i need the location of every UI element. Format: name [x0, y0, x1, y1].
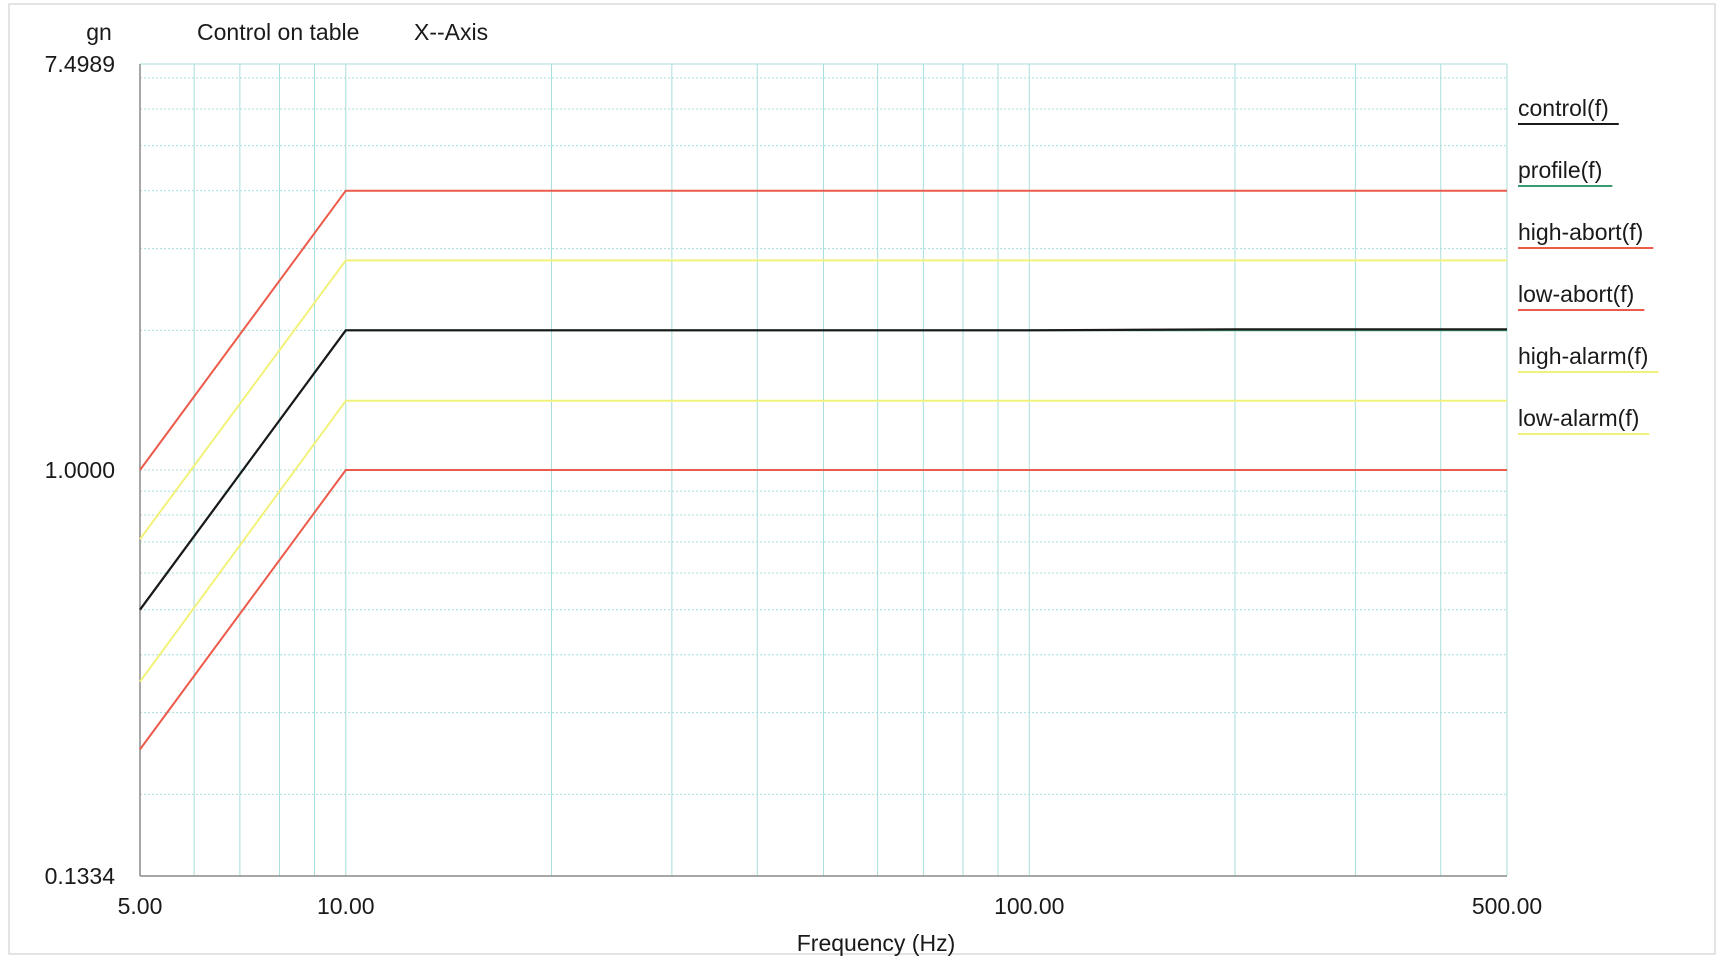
series-line-high-alarm [139, 259, 1507, 540]
x-tick-label: 100.00 [994, 893, 1064, 919]
series-line-high-abort [139, 189, 1507, 471]
y-axis-unit: gn [86, 19, 112, 45]
series-line-low-alarm [139, 399, 1507, 683]
legend-label: control(f) [1518, 95, 1609, 121]
x-tick-label: 5.00 [118, 893, 163, 919]
x-tick-label: 10.00 [317, 893, 375, 919]
tick-labels: 5.00 10.00 100.00 500.00 7.4989 1.0000 0.1334 [45, 51, 1543, 919]
y-tick-label: 7.4989 [45, 51, 115, 77]
x-tick-label: 500.00 [1472, 893, 1542, 919]
legend: control(f) profile(f) high-abort(f) low-abo… [1518, 95, 1659, 435]
legend-label: high-abort(f) [1518, 219, 1643, 245]
legend-label: low-abort(f) [1518, 281, 1634, 307]
legend-label: profile(f) [1518, 157, 1602, 183]
series-line-control [139, 328, 1507, 611]
x-axis-label: Frequency (Hz) [797, 930, 955, 956]
y-tick-label: 0.1334 [45, 863, 116, 889]
chart-frame [8, 3, 1716, 955]
legend-label: low-alarm(f) [1518, 405, 1639, 431]
chart-title: Control on table [197, 19, 359, 45]
chart-subtitle: X--Axis [414, 19, 488, 45]
series-line-low-abort [139, 469, 1507, 750]
y-tick-label: 1.0000 [45, 457, 115, 483]
series [139, 189, 1507, 750]
legend-label: high-alarm(f) [1518, 343, 1648, 369]
